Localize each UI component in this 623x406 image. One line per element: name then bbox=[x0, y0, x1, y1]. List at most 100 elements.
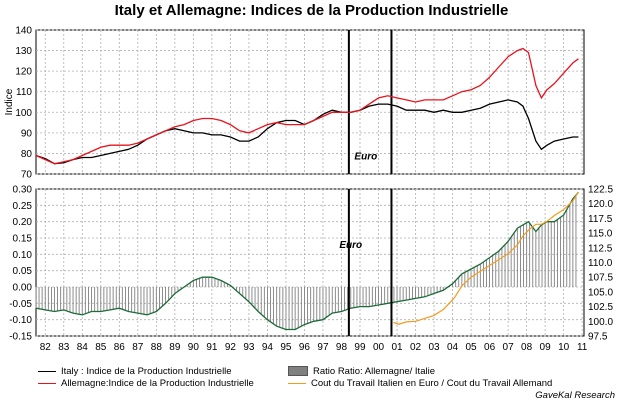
bottom-y-tick-label: 0.25 bbox=[13, 201, 33, 212]
ratio-bar bbox=[313, 287, 315, 322]
ratio-bar bbox=[285, 287, 287, 330]
ratio-bar bbox=[146, 287, 148, 315]
ratio-bar bbox=[60, 287, 62, 311]
ratio-bar bbox=[84, 287, 86, 314]
ratio-bar bbox=[566, 209, 568, 287]
ratio-bar bbox=[245, 287, 247, 299]
bottom-y-tick-label: 0.20 bbox=[13, 217, 33, 228]
bottom-y2-tick-label: 117.5 bbox=[588, 214, 613, 225]
ratio-bar bbox=[375, 287, 376, 306]
x-tick-label: 02 bbox=[410, 342, 422, 353]
ratio-bar bbox=[350, 287, 352, 309]
ratio-bar bbox=[498, 251, 500, 287]
ratio-bar bbox=[430, 287, 432, 295]
ratio-bar bbox=[282, 287, 284, 329]
bottom-y2-tick-label: 105.0 bbox=[588, 287, 613, 298]
ratio-bar bbox=[476, 265, 478, 287]
ratio-bar bbox=[143, 287, 145, 315]
ratio-bar bbox=[337, 287, 339, 312]
ratio-bar bbox=[94, 287, 96, 312]
x-tick-label: 06 bbox=[484, 342, 496, 353]
x-tick-label: 94 bbox=[262, 342, 274, 353]
ratio-bar bbox=[152, 287, 154, 313]
ratio-bar bbox=[91, 287, 92, 312]
ratio-bar bbox=[118, 287, 120, 309]
bottom-y2-tick-label: 115.0 bbox=[588, 229, 613, 240]
ratio-bar bbox=[128, 287, 129, 312]
ratio-bar bbox=[177, 287, 179, 292]
ratio-bar bbox=[217, 279, 219, 287]
x-tick-label: 86 bbox=[114, 342, 126, 353]
x-tick-label: 87 bbox=[132, 342, 144, 353]
ratio-bar bbox=[353, 287, 355, 308]
ratio-bar bbox=[260, 287, 262, 315]
ratio-bar bbox=[381, 287, 382, 305]
ratio-bar bbox=[378, 287, 379, 305]
ratio-bar bbox=[220, 280, 222, 287]
ratio-bar bbox=[103, 287, 105, 311]
ratio-bar bbox=[436, 287, 438, 293]
bottom-y-tick-label: -0.15 bbox=[9, 332, 32, 343]
ratio-bar bbox=[418, 287, 420, 298]
x-tick-label: 92 bbox=[225, 342, 237, 353]
x-tick-label: 99 bbox=[354, 342, 366, 353]
legend-italy-swatch bbox=[38, 370, 56, 372]
bottom-y2-tick-label: 112.5 bbox=[588, 243, 613, 254]
x-tick-label: 08 bbox=[521, 342, 533, 353]
italy-line bbox=[35, 99, 579, 165]
ratio-bar bbox=[334, 287, 336, 313]
top-y-tick-label: 80 bbox=[21, 149, 33, 160]
x-tick-label: 82 bbox=[40, 342, 52, 353]
legend-labour-cost-label: Cout du Travail Italien en Euro / Cout d… bbox=[311, 378, 553, 389]
top-y-tick-label: 90 bbox=[21, 128, 33, 139]
ratio-bar bbox=[263, 287, 265, 317]
bottom-y2-tick-label: 97.5 bbox=[588, 332, 608, 343]
ratio-bar bbox=[359, 287, 361, 307]
ratio-bar bbox=[399, 287, 401, 302]
legend-germany-swatch bbox=[38, 382, 56, 384]
ratio-bar bbox=[504, 244, 506, 287]
ratio-bar bbox=[458, 277, 460, 287]
bottom-y2-tick-label: 120.0 bbox=[588, 199, 613, 210]
bottom-y2-tick-label: 102.5 bbox=[588, 302, 613, 313]
ratio-bar bbox=[106, 287, 108, 311]
ratio-bar bbox=[547, 221, 549, 287]
chart-title: Italy et Allemagne: Indices de la Produc… bbox=[114, 2, 509, 19]
ratio-bar bbox=[328, 287, 330, 316]
ratio-bar bbox=[267, 287, 268, 320]
ratio-bar bbox=[196, 279, 197, 287]
ratio-bar bbox=[174, 287, 176, 294]
top-euro-annotation: Euro bbox=[354, 152, 377, 163]
germany-line bbox=[35, 47, 579, 165]
ratio-bar bbox=[442, 287, 444, 291]
ratio-bar bbox=[35, 287, 37, 309]
ratio-bar bbox=[362, 287, 364, 307]
top-y-axis-label: Indice bbox=[4, 88, 15, 115]
ratio-bar bbox=[288, 287, 290, 330]
ratio-bar bbox=[501, 247, 503, 287]
x-tick-label: 90 bbox=[188, 342, 200, 353]
ratio-bar bbox=[115, 287, 117, 309]
legend-italy-label: Italy : Indice de la Production Industri… bbox=[61, 366, 232, 377]
ratio-bar bbox=[239, 287, 241, 294]
ratio-bar bbox=[165, 287, 166, 304]
x-tick-label: 97 bbox=[317, 342, 329, 353]
ratio-bar bbox=[452, 283, 453, 287]
ratio-bar bbox=[535, 231, 537, 287]
ratio-bar bbox=[439, 287, 441, 292]
ratio-bar bbox=[575, 195, 577, 287]
ratio-bar bbox=[513, 232, 515, 287]
ratio-bar bbox=[291, 287, 293, 330]
top-y-tick-label: 140 bbox=[15, 26, 32, 37]
ratio-bar bbox=[523, 224, 524, 287]
x-tick-label: 01 bbox=[391, 342, 403, 353]
ratio-bar bbox=[473, 267, 475, 287]
legend-ratio: Ratio Ratio: Allemagne/ Italie bbox=[288, 366, 435, 377]
ratio-bar bbox=[421, 287, 423, 298]
ratio-bar bbox=[483, 262, 484, 287]
x-tick-label: 85 bbox=[95, 342, 107, 353]
ratio-bar bbox=[368, 287, 370, 307]
x-tick-label: 96 bbox=[299, 342, 311, 353]
ratio-bar bbox=[242, 287, 244, 297]
ratio-bar bbox=[384, 287, 386, 304]
